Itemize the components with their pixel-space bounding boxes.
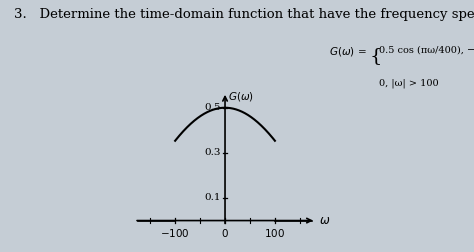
Text: 0.5: 0.5: [204, 103, 220, 112]
Text: $G(\omega)$ =: $G(\omega)$ =: [329, 45, 367, 58]
Text: $100$: $100$: [264, 227, 285, 239]
Text: 0, |ω| > 100: 0, |ω| > 100: [379, 78, 439, 88]
Text: 0.3: 0.3: [204, 148, 220, 157]
Text: 0.5 cos (πω/400), −100 ≤ ω ≤ 100: 0.5 cos (πω/400), −100 ≤ ω ≤ 100: [379, 45, 474, 54]
Text: {: {: [370, 47, 382, 65]
Text: 0.1: 0.1: [204, 194, 220, 203]
Text: $\omega$: $\omega$: [319, 214, 330, 227]
Text: 3.   Determine the time-domain function that have the frequency spectra shown be: 3. Determine the time-domain function th…: [14, 8, 474, 21]
Text: $0$: $0$: [221, 227, 229, 239]
Text: $G(\omega)$: $G(\omega)$: [228, 90, 254, 103]
Text: $-100$: $-100$: [160, 227, 190, 239]
